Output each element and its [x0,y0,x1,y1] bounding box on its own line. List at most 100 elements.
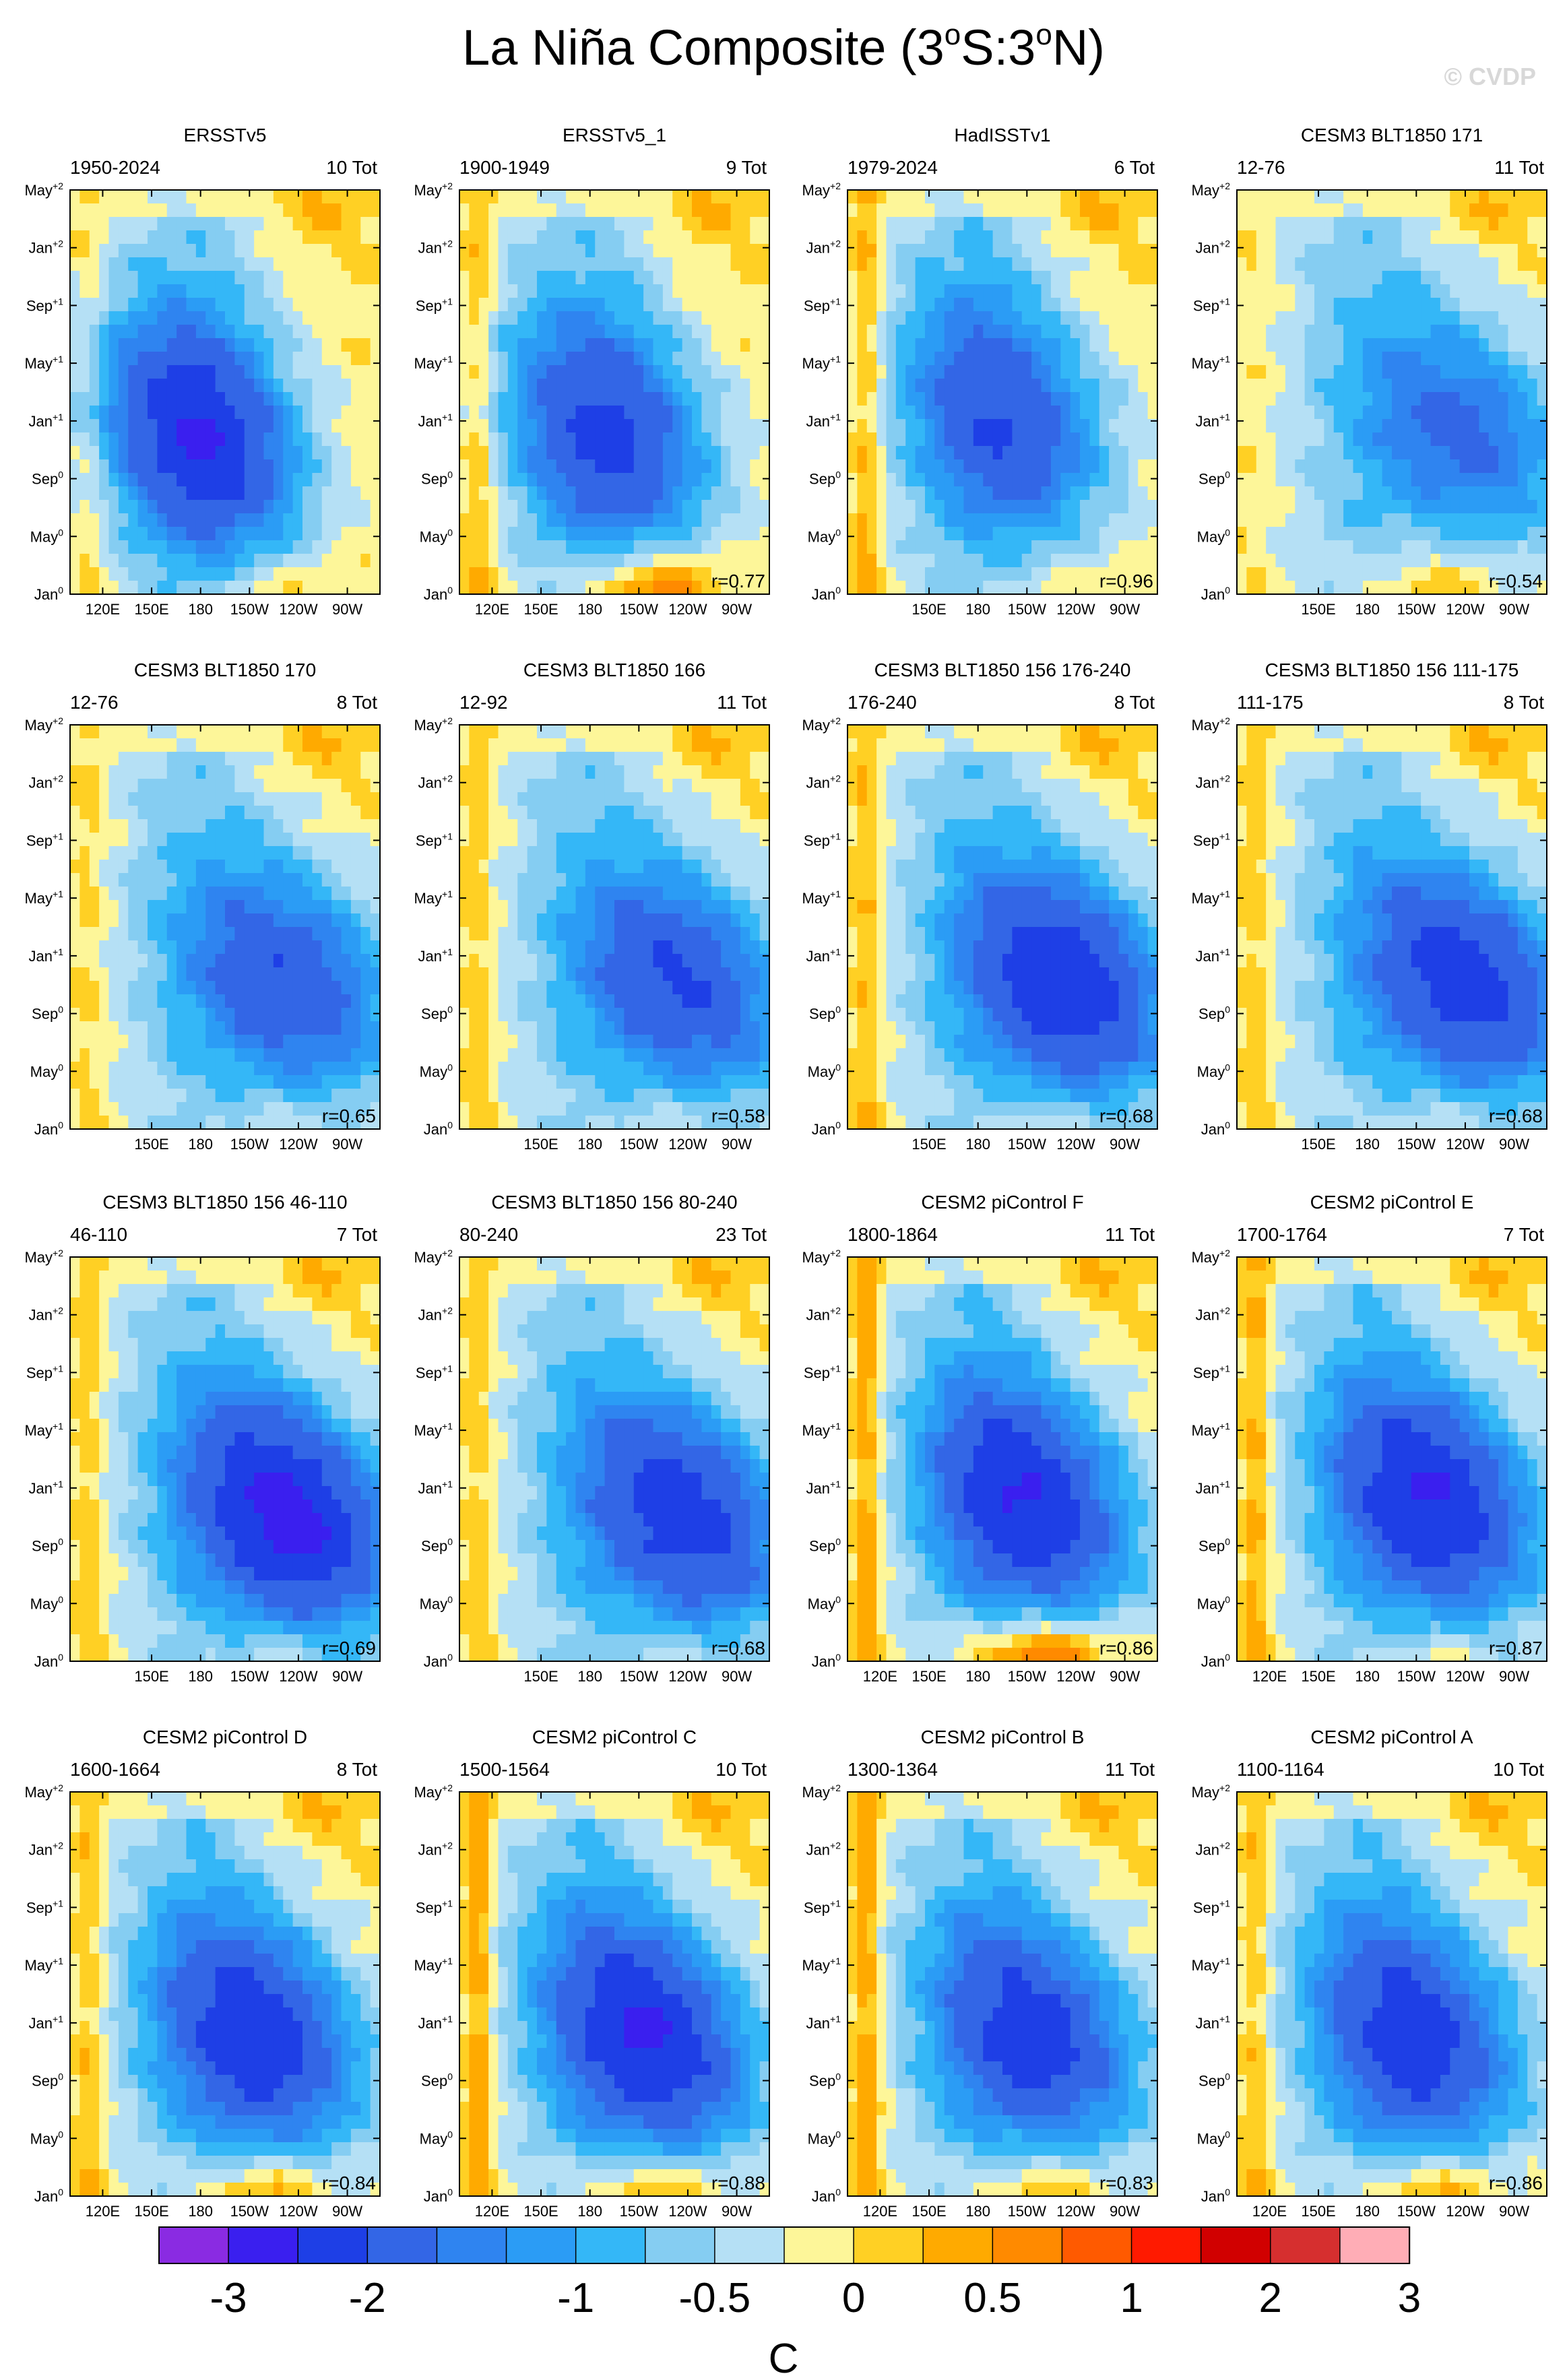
heatmap-cell [1128,567,1139,581]
heatmap-cell [963,244,974,258]
heatmap-cell [527,190,538,204]
heatmap-cell [1138,540,1149,554]
heatmap-cell [643,217,654,231]
heatmap-cell [1469,432,1479,447]
heatmap-cell [1118,473,1129,487]
heatmap-cell [1411,271,1421,285]
heatmap-cell [70,1116,80,1129]
heatmap-cell [1362,271,1373,285]
heatmap-cell [244,203,255,218]
heatmap-cell [1430,567,1441,581]
heatmap-cell [527,257,538,271]
heatmap-cell [759,540,769,554]
heatmap-cell [177,954,187,968]
heatmap-cell [118,1021,129,1035]
heatmap-cell [692,419,702,433]
heatmap-cell [177,406,187,420]
heatmap-cell [350,1089,361,1103]
heatmap-cell [478,473,489,487]
heatmap-cell [166,527,177,541]
heatmap-cell [177,230,187,245]
heatmap-cell [89,338,100,352]
heatmap-cell [273,833,284,847]
heatmap-cell [556,298,567,312]
heatmap-cell [118,940,129,955]
heatmap-cell [857,217,868,231]
heatmap-cell [905,513,916,527]
heatmap-cell [488,311,499,325]
heatmap-cell [556,217,567,231]
heatmap-cell [973,432,984,447]
heatmap-cell [575,325,586,339]
heatmap-cell [983,352,994,366]
heatmap-cell [360,994,371,1008]
heatmap-cell [370,406,380,420]
heatmap-cell [1333,406,1344,420]
heatmap-cell [1450,446,1461,460]
heatmap-cell [556,406,567,420]
heatmap-cell [469,352,480,366]
heatmap-cell [507,581,518,594]
heatmap-cell [459,257,470,271]
heatmap-cell [730,365,741,379]
heatmap-cell [1353,365,1364,379]
heatmap-cell [350,1062,361,1076]
heatmap-cell [672,554,683,568]
heatmap-cell [1411,352,1421,366]
heatmap-cell [1517,311,1528,325]
heatmap-cell [148,752,158,766]
heatmap-cell [302,581,313,594]
heatmap-cell [360,271,371,285]
heatmap-cell [1450,257,1461,271]
heatmap-cell [137,352,148,366]
heatmap-cell [604,419,615,433]
heatmap-cell [1138,581,1149,594]
heatmap-cell [215,873,226,887]
heatmap-cell [1031,257,1042,271]
heatmap-cell [341,473,352,487]
heatmap-cell [283,738,294,752]
heatmap-cell [876,284,887,298]
heatmap-cell [1060,540,1071,554]
heatmap-cell [973,527,984,541]
heatmap-cell [1089,298,1100,312]
heatmap-cell [321,1035,332,1049]
heatmap-cell [701,352,712,366]
heatmap-cell [186,230,197,245]
heatmap-cell [983,540,994,554]
heatmap-cell [166,217,177,231]
heatmap-cell [186,954,197,968]
heatmap-cell [331,725,342,739]
heatmap-cell [205,513,216,527]
heatmap-cell [128,1008,139,1022]
heatmap-cell [302,284,313,298]
heatmap-cell [234,752,245,766]
heatmap-cell [1050,473,1061,487]
heatmap-cell [1089,217,1100,231]
heatmap-cell [527,311,538,325]
heatmap-cell [166,1048,177,1062]
heatmap-cell [1138,432,1149,447]
heatmap-cell [701,311,712,325]
heatmap-cell [1314,554,1324,568]
heatmap-cell [1353,230,1364,245]
heatmap-cell [1080,298,1090,312]
heatmap-cell [886,325,897,339]
heatmap-cell [263,527,274,541]
heatmap-cell [1353,581,1364,594]
heatmap-cell [321,230,332,245]
heatmap-cell [1118,379,1129,393]
heatmap-cell [1324,486,1335,501]
heatmap-cell [566,446,577,460]
heatmap-cell [1488,311,1499,325]
heatmap-cell [370,432,380,447]
heatmap-cell [1362,473,1373,487]
heatmap-cell [1440,554,1450,568]
heatmap-cell [730,271,741,285]
heatmap-cell [215,203,226,218]
heatmap-cell [137,540,148,554]
heatmap-cell [350,833,361,847]
heatmap-cell [157,284,168,298]
heatmap-cell [350,392,361,406]
heatmap-cell [331,257,342,271]
